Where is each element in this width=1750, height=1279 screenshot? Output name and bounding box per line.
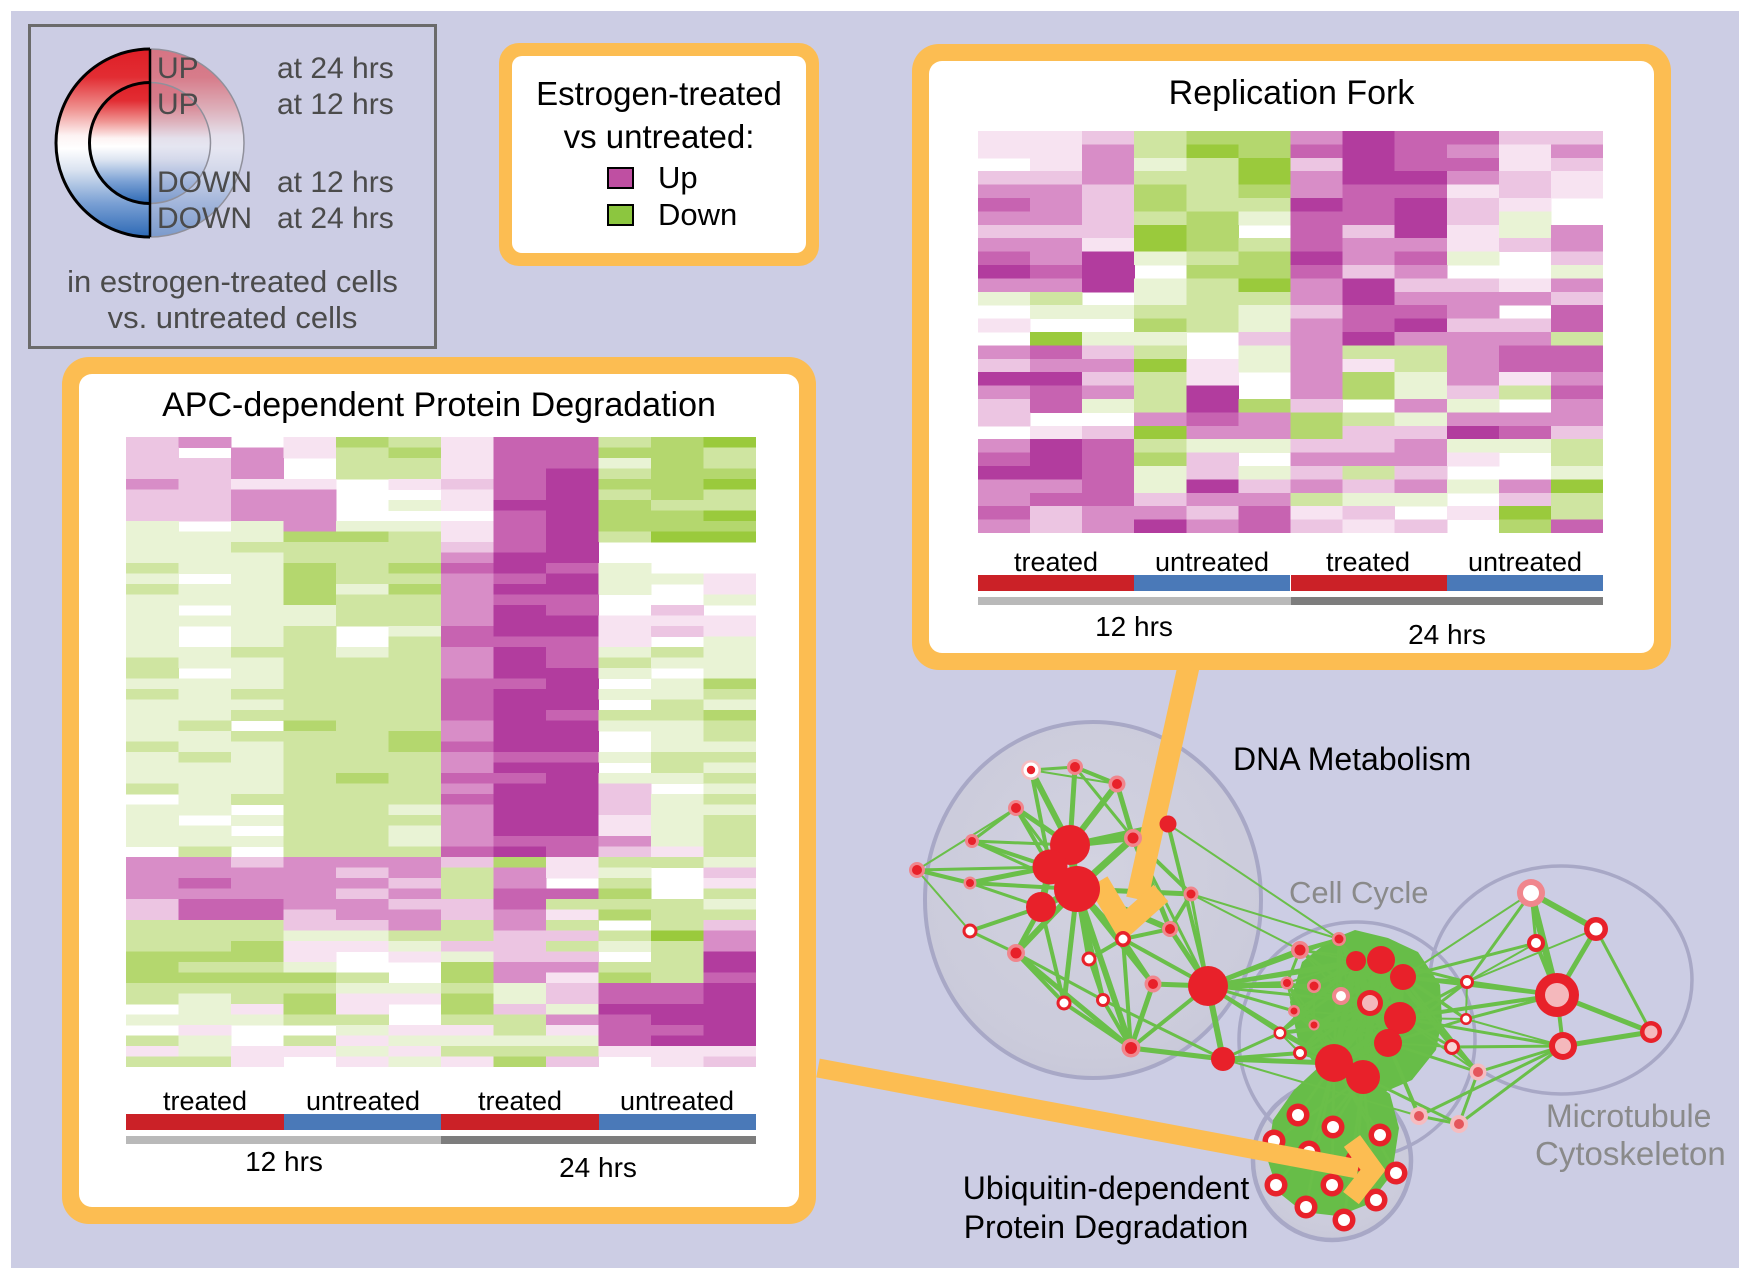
svg-text:Protein Degradation: Protein Degradation xyxy=(964,1209,1249,1245)
svg-text:Cell Cycle: Cell Cycle xyxy=(1289,875,1429,910)
svg-text:Ubiquitin-dependent: Ubiquitin-dependent xyxy=(963,1170,1250,1206)
svg-text:DNA Metabolism: DNA Metabolism xyxy=(1233,741,1471,777)
svg-text:Cytoskeleton: Cytoskeleton xyxy=(1535,1135,1726,1172)
svg-text:Microtubule: Microtubule xyxy=(1546,1098,1711,1134)
